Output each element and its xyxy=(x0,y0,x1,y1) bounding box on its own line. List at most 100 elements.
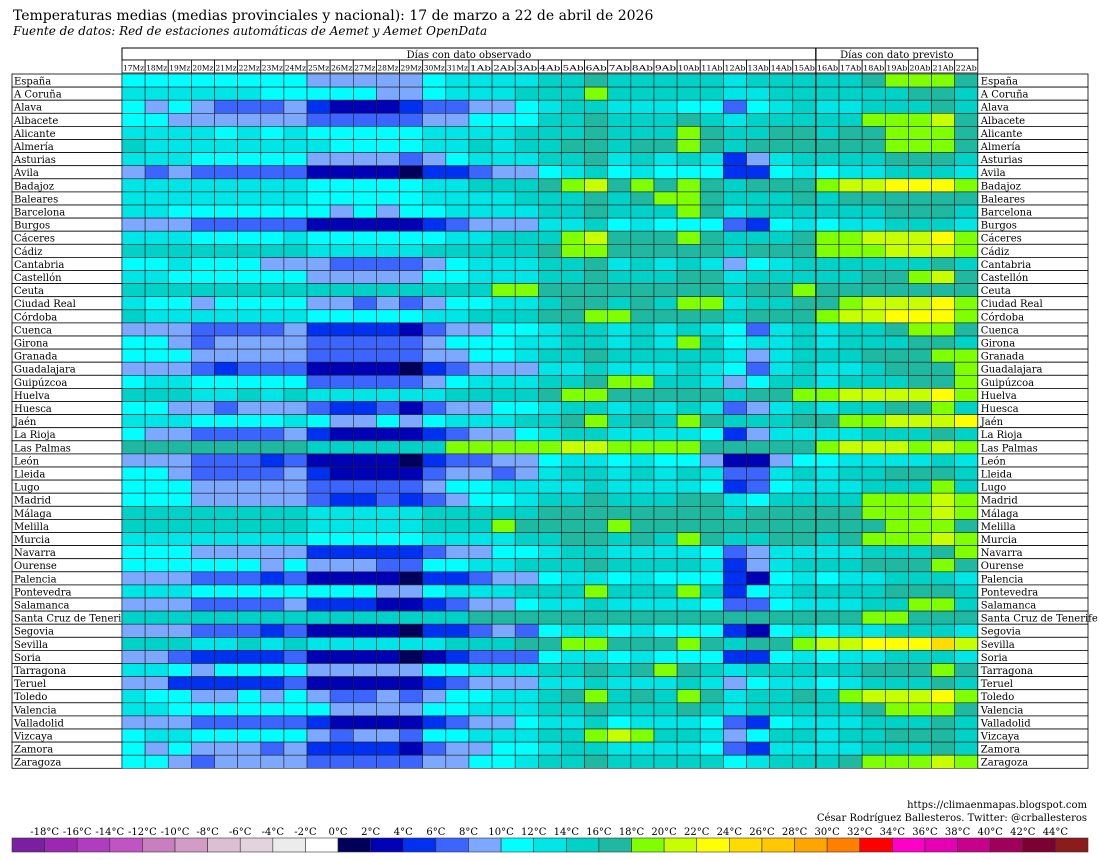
heatmap-cell xyxy=(884,440,909,455)
heatmap-cell xyxy=(399,361,423,376)
heatmap-cell xyxy=(376,505,400,520)
heatmap-cell xyxy=(283,230,308,245)
heatmap-cell xyxy=(445,676,470,690)
heatmap-cell xyxy=(561,689,585,704)
heatmap-cell xyxy=(399,230,423,245)
day-header-label: 25Mz xyxy=(308,64,329,73)
heatmap-cell xyxy=(676,388,701,402)
heatmap-cell xyxy=(445,388,470,402)
heatmap-cell xyxy=(584,571,609,586)
heatmap-cell xyxy=(422,86,447,101)
heatmap-cell xyxy=(815,178,840,193)
heatmap-cell xyxy=(746,126,770,140)
heatmap-cell xyxy=(144,401,169,415)
heatmap-cell xyxy=(838,414,863,429)
heatmap-cell xyxy=(838,584,863,599)
legend-swatch xyxy=(272,837,306,853)
heatmap-cell xyxy=(237,401,262,415)
heatmap-cell xyxy=(121,414,146,429)
heatmap-cell xyxy=(908,99,932,114)
province-label-right: Valladolid xyxy=(980,718,1031,729)
heatmap-cell xyxy=(468,348,493,363)
heatmap-cell xyxy=(214,636,238,651)
heatmap-cell xyxy=(237,178,262,193)
heatmap-cell xyxy=(306,440,331,455)
heatmap-cell xyxy=(538,532,562,546)
heatmap-cell xyxy=(769,610,794,625)
heatmap-cell xyxy=(260,374,285,389)
heatmap-cell xyxy=(306,270,331,284)
heatmap-cell xyxy=(468,73,493,88)
heatmap-cell xyxy=(260,453,285,468)
heatmap-cell xyxy=(329,479,354,494)
heatmap-cell xyxy=(399,558,423,573)
heatmap-cell xyxy=(838,440,863,455)
heatmap-cell xyxy=(260,217,285,232)
heatmap-cell xyxy=(399,597,423,612)
heatmap-cell xyxy=(306,466,331,481)
heatmap-cell xyxy=(260,715,285,730)
heatmap-cell xyxy=(815,715,840,730)
heatmap-cell xyxy=(584,191,609,206)
heatmap-cell xyxy=(329,126,354,140)
province-label-left: Ciudad Real xyxy=(14,299,76,310)
heatmap-cell xyxy=(792,217,817,232)
heatmap-cell xyxy=(306,584,331,599)
heatmap-cell xyxy=(769,296,794,311)
heatmap-cell xyxy=(931,73,955,88)
heatmap-cell xyxy=(214,283,238,298)
province-label-left: Vizcaya xyxy=(13,732,53,743)
heatmap-cell xyxy=(908,414,932,429)
heatmap-cell xyxy=(561,623,585,638)
heatmap-cell xyxy=(607,86,632,101)
heatmap-cell xyxy=(491,584,516,599)
heatmap-cell xyxy=(653,204,678,219)
heatmap-cell xyxy=(699,348,724,363)
heatmap-cell xyxy=(931,191,955,206)
heatmap-cell xyxy=(399,545,423,559)
heatmap-cell xyxy=(538,623,562,638)
heatmap-cell xyxy=(908,401,932,415)
legend-swatch xyxy=(109,837,143,853)
heatmap-cell xyxy=(769,676,794,690)
heatmap-cell xyxy=(584,676,609,690)
heatmap-cell xyxy=(237,113,262,127)
heatmap-cell xyxy=(468,99,493,114)
heatmap-cell xyxy=(260,584,285,599)
heatmap-cell xyxy=(630,728,655,743)
heatmap-cell xyxy=(908,610,932,625)
heatmap-cell xyxy=(121,610,146,625)
heatmap-cell xyxy=(561,152,585,167)
heatmap-cell xyxy=(769,374,794,389)
heatmap-cell xyxy=(792,322,817,337)
heatmap-cell xyxy=(861,244,886,258)
heatmap-cell xyxy=(538,348,562,363)
province-label-right: Badajoz xyxy=(981,181,1021,192)
heatmap-cell xyxy=(699,217,724,232)
heatmap-cell xyxy=(630,453,655,468)
heatmap-cell xyxy=(561,296,585,311)
heatmap-cell xyxy=(838,427,863,442)
day-header-label: 18Mz xyxy=(146,64,167,73)
heatmap-cell xyxy=(954,663,979,677)
heatmap-cell xyxy=(769,361,794,376)
heatmap-cell xyxy=(306,597,331,612)
heatmap-cell xyxy=(144,505,169,520)
heatmap-cell xyxy=(422,676,447,690)
heatmap-cell xyxy=(329,519,354,533)
heatmap-cell xyxy=(861,492,886,507)
heatmap-cell xyxy=(376,86,400,101)
heatmap-cell xyxy=(699,545,724,559)
heatmap-cell xyxy=(884,532,909,546)
heatmap-cell xyxy=(306,178,331,193)
heatmap-cell xyxy=(607,636,632,651)
legend-tick-label: 22°C xyxy=(684,827,710,838)
heatmap-cell xyxy=(607,479,632,494)
blog-url[interactable]: https://climaenmapas.blogspot.com xyxy=(907,800,1087,811)
heatmap-cell xyxy=(491,126,516,140)
heatmap-cell xyxy=(445,623,470,638)
heatmap-cell xyxy=(723,492,747,507)
heatmap-cell xyxy=(769,689,794,704)
day-header-label: 4Ab xyxy=(539,64,560,73)
heatmap-cell xyxy=(214,466,238,481)
